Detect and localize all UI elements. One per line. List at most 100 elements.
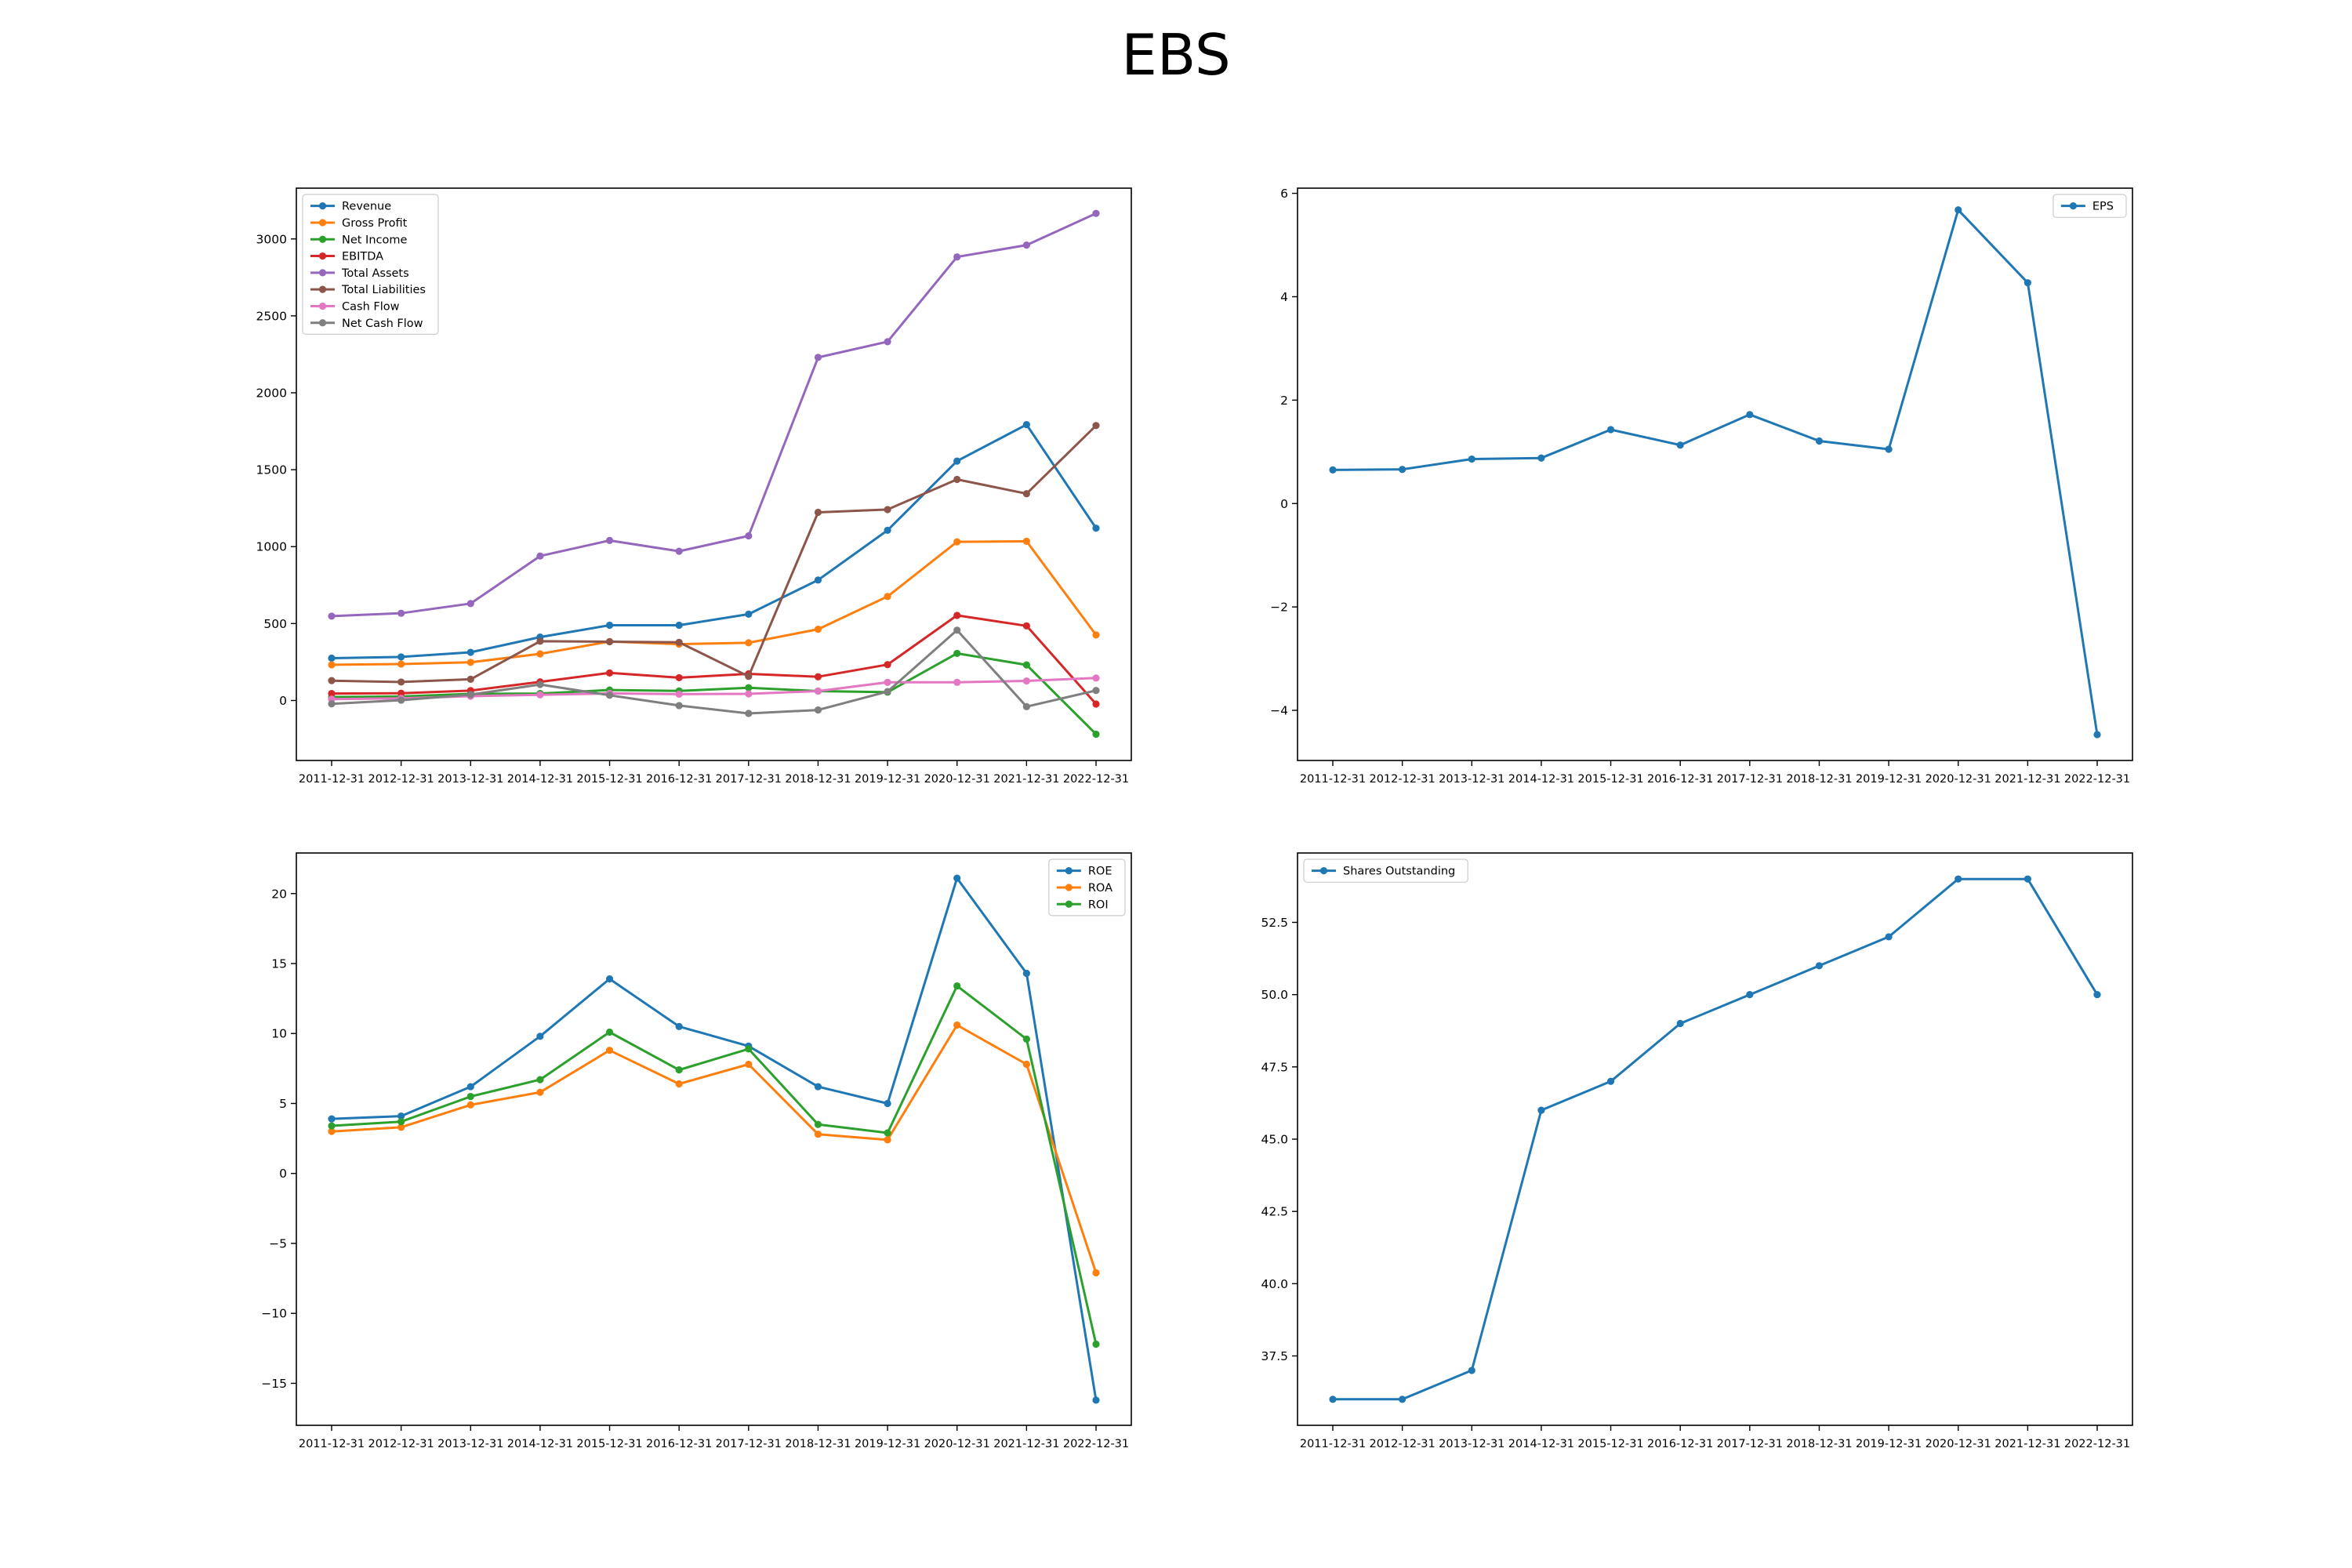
chart0-net-income-point xyxy=(745,684,753,691)
chart0-revenue-point xyxy=(745,610,753,618)
chart0-gross-profit-point xyxy=(814,626,822,633)
chart3-shares-outstanding-point xyxy=(2093,991,2101,999)
chart1-y-tick-label: 6 xyxy=(1280,187,1288,201)
chart0-net-cash-flow-point xyxy=(884,688,891,695)
chart0-total-assets-point xyxy=(745,532,753,540)
chart0-total-liabilities-point xyxy=(605,637,614,646)
chart0-total-liabilities-point xyxy=(745,673,753,681)
chart2-roi-point xyxy=(814,1120,822,1128)
chart3-shares-outstanding-point xyxy=(1399,1396,1406,1403)
chart0-total-liabilities-point xyxy=(814,508,822,517)
chart0-cash-flow-point xyxy=(884,678,891,686)
chart0-legend-marker-total-liabilities xyxy=(318,285,327,293)
chart2-legend-label-roi: ROI xyxy=(1088,898,1109,911)
chart2-roi-point xyxy=(953,982,961,990)
chart0-total-assets-line xyxy=(331,212,1097,618)
chart2-y-tick-label: −10 xyxy=(261,1307,287,1321)
chart2-roa-point xyxy=(1022,1060,1030,1069)
chart3-shares-outstanding-point xyxy=(1676,1019,1684,1028)
chart0-revenue-point xyxy=(328,654,336,662)
figure-title: EBS xyxy=(1121,22,1231,88)
chart1-eps-line xyxy=(1332,209,2099,735)
chart0-total-assets-point xyxy=(814,354,822,361)
chart0-total-liabilities-point xyxy=(466,675,474,683)
chart3-shares-outstanding-point xyxy=(1955,875,1962,883)
chart2-roi-point xyxy=(884,1129,891,1137)
chart0-revenue-point xyxy=(814,576,822,584)
chart1-y-tick-label: 0 xyxy=(1280,497,1288,511)
chart3-shares-outstanding-point xyxy=(1815,962,1824,970)
chart3-y-tick-label: 40.0 xyxy=(1261,1277,1288,1291)
chart1-legend-marker-eps xyxy=(2069,202,2077,210)
chart2-roa-point xyxy=(605,1047,614,1054)
chart1-y-tick-label: 4 xyxy=(1280,290,1288,304)
chart2-roa-point xyxy=(675,1080,683,1088)
chart0-net-cash-flow-point xyxy=(466,691,474,699)
chart3-y-tick-label: 47.5 xyxy=(1261,1060,1288,1074)
chart1-legend-label-eps: EPS xyxy=(2092,201,2114,213)
chart0-net-cash-flow-point xyxy=(1022,702,1030,710)
chart0-total-assets-point xyxy=(536,552,544,560)
chart0-plot-frame xyxy=(296,187,1132,761)
chart0-ebitda-point xyxy=(328,690,336,698)
chart0-revenue-point xyxy=(953,457,961,465)
chart0-ebitda-point xyxy=(1092,700,1100,708)
chart0-x-tick-label: 2013-12-31 xyxy=(437,773,503,786)
chart0-legend-box xyxy=(302,194,439,335)
chart2-roi-point xyxy=(466,1092,474,1101)
chart2-roa-point xyxy=(397,1123,405,1131)
chart3-legend-box xyxy=(1303,858,1468,883)
chart0-cash-flow-point xyxy=(675,690,683,699)
chart0-total-assets-point xyxy=(1022,241,1030,249)
chart2-y-tick-label: 15 xyxy=(271,957,287,971)
chart0-revenue-point xyxy=(884,526,891,535)
chart0-legend: Revenue Gross Profit Net Income EBITDA Total… xyxy=(302,194,439,335)
chart0-net-income-point xyxy=(953,649,961,658)
chart0-legend-label-revenue: Revenue xyxy=(342,201,391,213)
chart0-net-cash-flow-point xyxy=(605,691,614,699)
chart1-eps-point xyxy=(1746,411,1754,419)
chart0-ebitda-point xyxy=(884,661,891,669)
chart1-x-tick-label: 2021-12-31 xyxy=(1994,773,2060,786)
chart3-shares-outstanding-point xyxy=(1606,1077,1615,1085)
chart1-eps-point xyxy=(1606,426,1615,434)
chart0-y-tick-label: 1500 xyxy=(256,463,287,477)
chart3-x-tick-label: 2011-12-31 xyxy=(1300,1438,1366,1450)
chart0-legend-marker-cash-flow xyxy=(318,302,327,310)
chart0-cash-flow-point xyxy=(1092,674,1100,682)
chart0-total-liabilities-point xyxy=(675,638,683,646)
chart0-legend-marker-gross-profit xyxy=(318,219,327,227)
chart3-x-tick-label: 2013-12-31 xyxy=(1439,1438,1504,1450)
chart1-legend-box xyxy=(2053,194,2127,218)
chart0-legend-label-net-income: Net Income xyxy=(342,234,407,246)
chart2-roa-point xyxy=(814,1131,822,1138)
chart0-legend-marker-net-cash-flow xyxy=(318,319,327,327)
chart2-roa-point xyxy=(536,1088,544,1096)
chart0-revenue-line xyxy=(331,423,1098,659)
chart1-eps-point xyxy=(1468,455,1475,463)
chart0-legend-label-cash-flow: Cash Flow xyxy=(342,300,400,313)
chart0-ebitda-point xyxy=(605,669,614,677)
chart2-roa-point xyxy=(466,1101,474,1109)
chart0-total-assets-point xyxy=(397,609,405,617)
chart2-roe-point xyxy=(605,975,614,983)
chart0-revenue-point xyxy=(1092,524,1100,532)
chart2-roe-line xyxy=(331,877,1098,1401)
chart2-roe-point xyxy=(466,1083,474,1091)
chart0-total-liabilities-point xyxy=(884,506,891,514)
chart0-total-assets-point xyxy=(884,338,891,346)
chart3-shares-outstanding-line xyxy=(1333,877,2099,1401)
returns-chart: 2011-12-31 2012-12-31 2013-12-31 2014-12-31… xyxy=(261,852,1132,1450)
chart0-x-tick-label: 2016-12-31 xyxy=(646,773,712,786)
chart0-net-income-line xyxy=(331,652,1098,735)
chart2-roa-point xyxy=(745,1060,753,1069)
chart2-roe-point xyxy=(953,874,961,882)
chart2-legend-marker-roe xyxy=(1065,867,1073,875)
chart0-revenue-point xyxy=(675,621,683,630)
chart2-roa-line xyxy=(331,1024,1098,1273)
chart1-eps-point xyxy=(1329,466,1337,474)
chart0-total-assets-point xyxy=(328,612,336,620)
chart1-eps-point xyxy=(2093,731,2101,739)
chart2-y-tick-label: −5 xyxy=(269,1236,287,1250)
chart0-ebitda-point xyxy=(675,673,683,682)
